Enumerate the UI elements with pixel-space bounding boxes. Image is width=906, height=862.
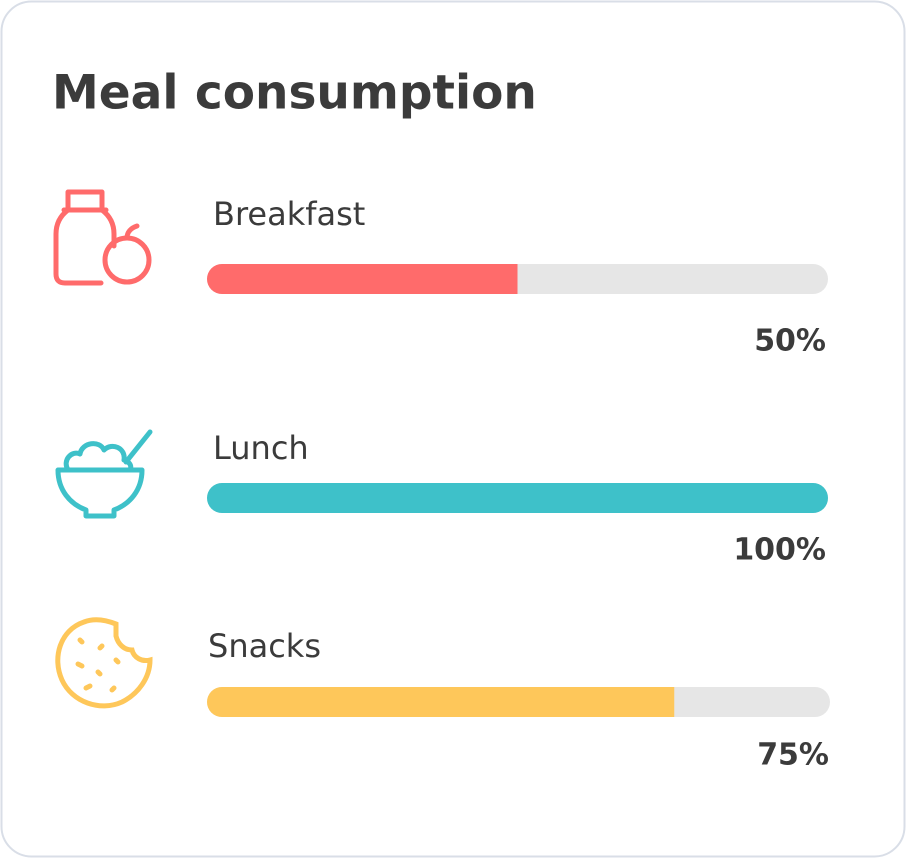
progress-fill	[207, 483, 828, 513]
snacks-icon	[55, 617, 153, 709]
value-label: 75%	[757, 738, 829, 773]
progress-fill	[207, 264, 518, 294]
value-label: 100%	[733, 533, 826, 568]
value-label: 50%	[754, 324, 826, 359]
item-label: Lunch	[213, 429, 309, 467]
progress-fill	[207, 687, 675, 717]
item-label: Breakfast	[213, 195, 365, 233]
lunch-icon	[55, 429, 153, 519]
card-title: Meal consumption	[52, 66, 537, 121]
item-label: Snacks	[208, 627, 321, 665]
breakfast-icon	[53, 189, 152, 286]
